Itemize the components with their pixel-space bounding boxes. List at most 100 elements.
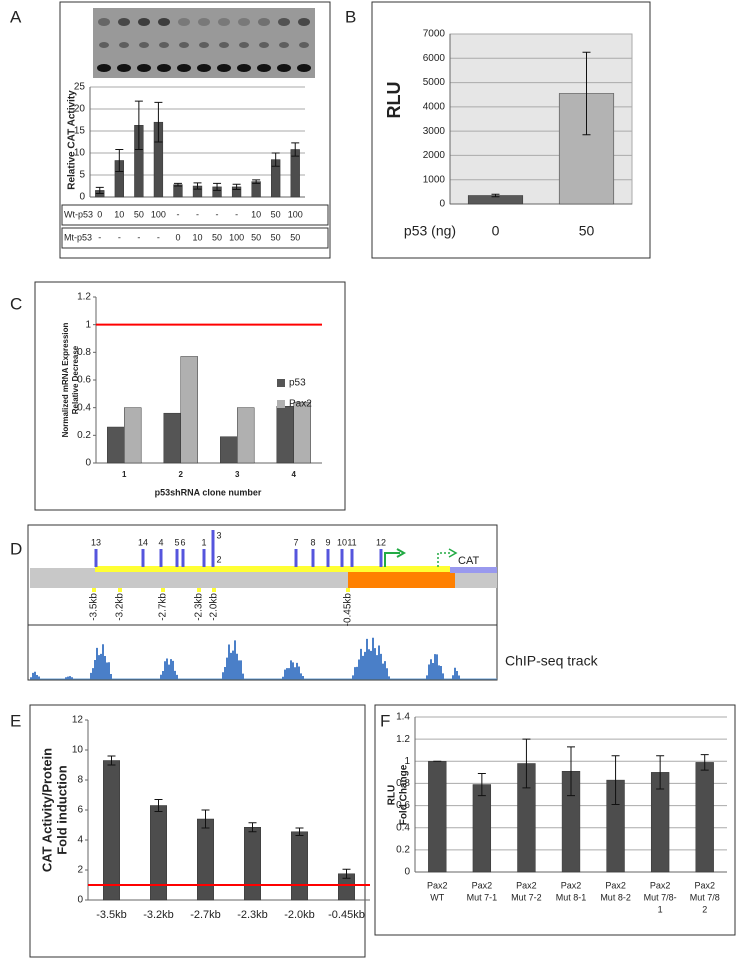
x-tick-label: 2 — [702, 904, 707, 914]
position-label: -3.5kb — [89, 593, 100, 621]
panel-frame — [34, 281, 346, 511]
error-bar — [95, 186, 104, 194]
x-tick-label: -3.5kb — [96, 909, 127, 921]
y-tick-label: 4 — [77, 835, 83, 846]
table-cell: - — [98, 232, 101, 242]
error-bar — [656, 755, 665, 790]
y-tick-label: 7000 — [423, 29, 446, 40]
binding-site — [340, 549, 344, 567]
gel-spot — [137, 64, 151, 72]
gel-spot — [98, 18, 110, 26]
gel-spot — [117, 64, 131, 72]
cat-bar — [450, 567, 497, 573]
bar — [180, 356, 198, 464]
tss-arrow-head — [396, 548, 407, 558]
y-tick-label: 1 — [85, 319, 91, 330]
site-label: 5 — [174, 537, 179, 547]
y-tick-label: 1.2 — [396, 734, 410, 745]
site-label: 12 — [376, 537, 386, 547]
y-tick-label: 0.6 — [77, 375, 91, 386]
bar — [293, 401, 311, 464]
panel-letter: A — [10, 7, 22, 26]
y-tick-label: 15 — [74, 126, 86, 137]
bar — [173, 184, 183, 198]
bar — [244, 827, 261, 901]
table-cell: - — [176, 209, 179, 219]
bar — [163, 412, 182, 464]
y-tick-label: 20 — [74, 104, 86, 115]
error-bar — [115, 148, 124, 172]
gel-spot — [198, 18, 210, 26]
x-tick-label: Pax2 — [650, 880, 671, 890]
table-cell: 10 — [114, 209, 124, 219]
x-tick-label: WT — [430, 892, 444, 902]
x-tick-label: 4 — [292, 470, 297, 479]
table-cell: - — [157, 232, 160, 242]
error-bar — [201, 809, 210, 829]
y-tick-label: 0.4 — [77, 402, 91, 413]
panel-frame — [59, 1, 331, 259]
table-cell: 100 — [151, 209, 166, 219]
gel-spot — [237, 64, 251, 72]
table-cell: 50 — [212, 232, 222, 242]
bar — [237, 407, 255, 464]
binding-site — [379, 549, 383, 567]
y-tick-label: 6 — [77, 805, 83, 816]
y-tick-label: 0.2 — [77, 430, 91, 441]
error-bar — [213, 182, 222, 191]
y-tick-label: 6000 — [423, 53, 446, 64]
gel-spot — [138, 18, 150, 26]
legend-swatch — [277, 379, 285, 387]
y-axis-label: Normalized mRNA Expression — [61, 322, 70, 437]
gel-spot — [297, 64, 311, 72]
gel-spot — [239, 42, 249, 48]
site-label: 13 — [91, 537, 101, 547]
position-marker — [118, 588, 122, 592]
table-cell: 50 — [134, 209, 144, 219]
binding-site — [311, 549, 315, 567]
error-bar — [232, 183, 241, 191]
x-axis-label: p53 (ng) — [404, 223, 456, 239]
error-bar — [173, 182, 182, 187]
bar — [124, 407, 142, 464]
position-label: -3.2kb — [115, 593, 126, 621]
y-axis-label: Fold Change — [399, 764, 410, 825]
table-row — [61, 227, 329, 249]
x-tick-label: Pax2 — [561, 880, 582, 890]
table-cell: 50 — [271, 209, 281, 219]
y-tick-label: 0.8 — [396, 778, 410, 789]
gel-spot — [218, 18, 230, 26]
y-axis-label: RLU — [387, 785, 398, 806]
bar — [197, 818, 214, 901]
site-label: 3 — [216, 530, 221, 540]
gel-spot — [99, 42, 109, 48]
x-tick-label: 3 — [235, 470, 240, 479]
site-label: 1 — [201, 537, 206, 547]
x-tick-label: Pax2 — [472, 880, 493, 890]
panel-letter: B — [345, 7, 356, 26]
x-tick-label: Mut 7/8 — [690, 892, 720, 902]
site-label: 4 — [158, 537, 163, 547]
gel-spot — [279, 42, 289, 48]
binding-site — [202, 549, 206, 567]
x-tick-label: -2.3kb — [237, 909, 268, 921]
y-tick-label: 1000 — [423, 174, 446, 185]
y-tick-label: 0 — [85, 458, 91, 469]
gel-spot — [158, 18, 170, 26]
legend-swatch — [277, 400, 285, 408]
error-bar — [291, 142, 300, 157]
x-tick-label: 0 — [492, 223, 500, 239]
bar — [107, 426, 125, 464]
panel-letter: D — [10, 539, 22, 558]
binding-site — [211, 530, 215, 567]
site-label: 9 — [325, 537, 330, 547]
y-axis-label: CAT Activity/Protein — [39, 748, 54, 872]
error-bar — [700, 754, 709, 771]
site-label: 10 — [337, 537, 347, 547]
x-tick-label: Mut 7-1 — [467, 892, 498, 902]
y-tick-label: 1.2 — [77, 292, 91, 303]
bar — [103, 760, 120, 901]
gene-label: CAT — [458, 555, 479, 567]
y-tick-label: 2000 — [423, 150, 446, 161]
y-tick-label: 12 — [72, 715, 84, 726]
